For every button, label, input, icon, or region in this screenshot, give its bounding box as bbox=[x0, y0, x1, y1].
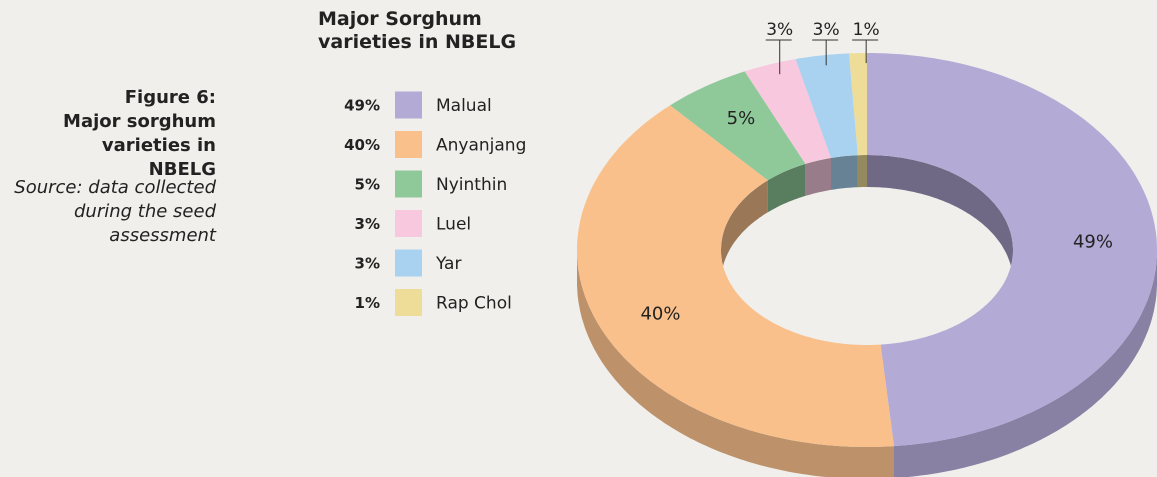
legend-value: 3% bbox=[355, 215, 380, 233]
inner-wall bbox=[721, 155, 1013, 282]
slice-side bbox=[894, 250, 1157, 477]
slice bbox=[577, 105, 894, 448]
legend-label: Rap Chol bbox=[436, 294, 512, 314]
legend-value: 49% bbox=[344, 97, 380, 115]
legend-label: Malual bbox=[436, 96, 492, 116]
data-label: 3% bbox=[813, 20, 840, 40]
legend-value: 40% bbox=[344, 136, 380, 154]
legend-swatch bbox=[395, 249, 422, 277]
data-label: 3% bbox=[766, 20, 793, 40]
data-label: 1% bbox=[853, 20, 880, 40]
legend-swatch bbox=[395, 210, 422, 237]
slice bbox=[795, 53, 858, 158]
slice-inner bbox=[857, 155, 867, 188]
slice-inner bbox=[805, 157, 831, 196]
figure-label: Figure 6: bbox=[124, 87, 216, 108]
legend-value: 5% bbox=[355, 176, 380, 194]
slice bbox=[744, 59, 831, 164]
slice bbox=[670, 71, 806, 181]
figure-source: Source: data collected during the seed a… bbox=[14, 177, 216, 246]
legend-value: 3% bbox=[355, 255, 380, 273]
legend-label: Anyanjang bbox=[436, 136, 526, 156]
slice-inner bbox=[831, 155, 858, 190]
slice-inner bbox=[867, 155, 1013, 282]
legend-swatch bbox=[395, 289, 422, 316]
data-label: 49% bbox=[1073, 232, 1113, 253]
slice-inner bbox=[721, 180, 768, 282]
slice-inner bbox=[767, 163, 806, 213]
legend-swatch bbox=[395, 170, 422, 198]
legend-label: Luel bbox=[436, 215, 471, 235]
slice-side bbox=[577, 250, 894, 477]
legend-swatch bbox=[395, 131, 422, 158]
slice bbox=[849, 53, 867, 156]
figure-title: Major sorghum varieties in NBELG bbox=[63, 111, 216, 180]
slice bbox=[867, 53, 1157, 447]
legend-swatch bbox=[395, 91, 422, 119]
chart-title: Major Sorghum varieties in NBELG bbox=[318, 8, 517, 53]
legend-label: Nyinthin bbox=[436, 175, 507, 195]
figure-caption: Figure 6: Major sorghum varieties in NBE… bbox=[20, 86, 216, 182]
data-label: 40% bbox=[640, 303, 680, 324]
legend-value: 1% bbox=[355, 294, 380, 312]
legend-label: Yar bbox=[435, 254, 461, 274]
data-label: 5% bbox=[727, 108, 756, 129]
